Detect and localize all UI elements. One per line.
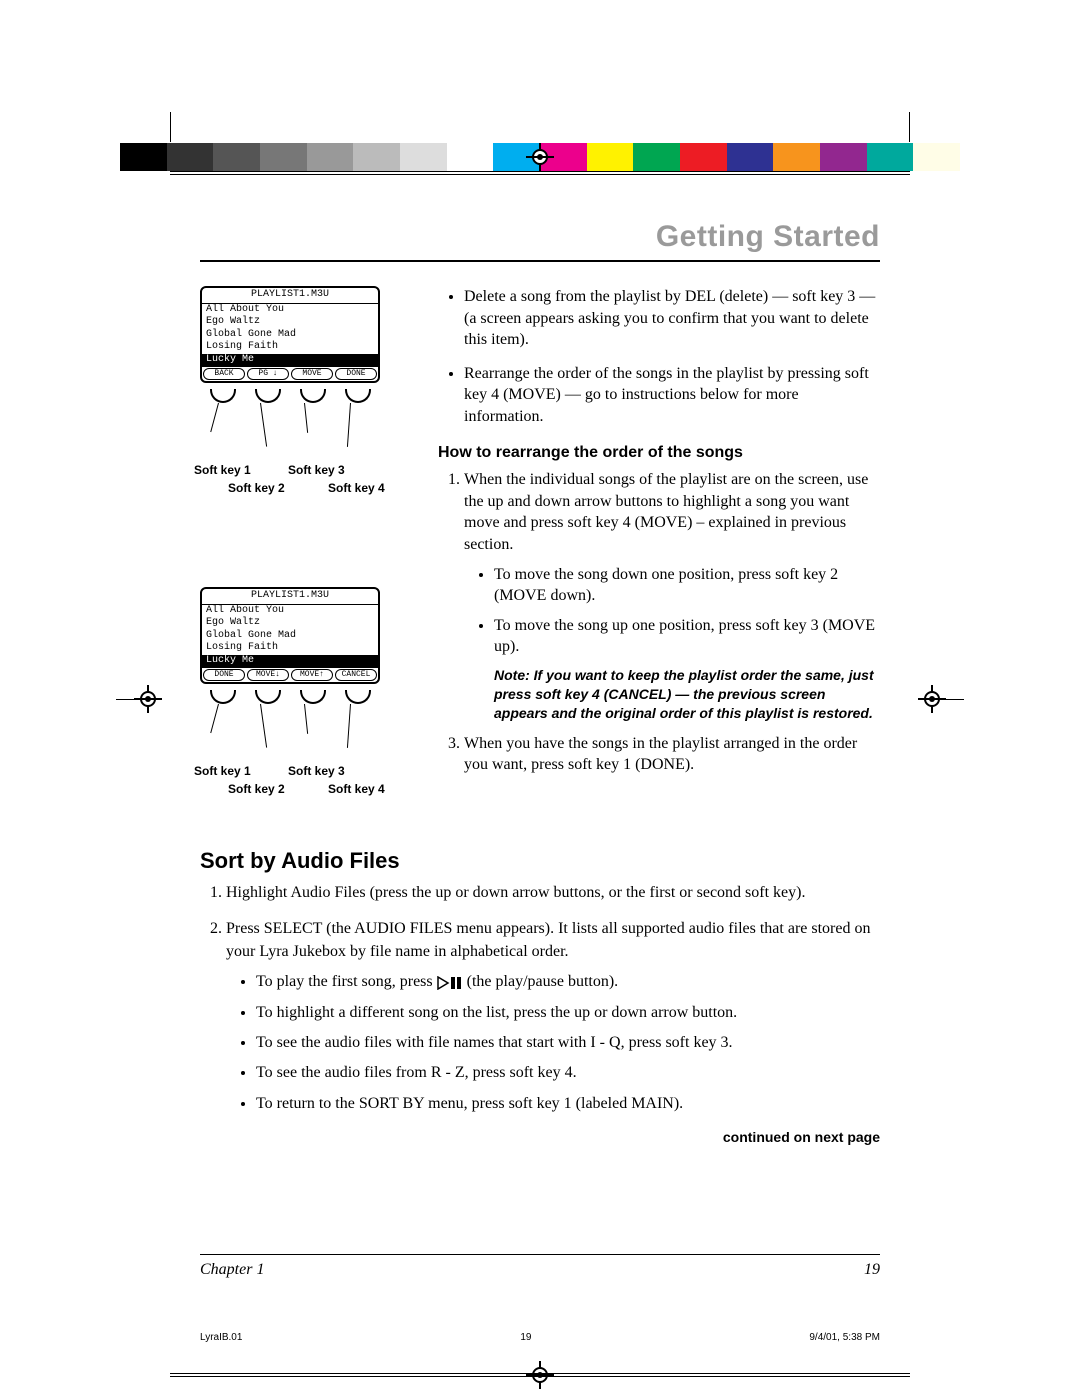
- device-diagram-2: PLAYLIST1.M3U All About YouEgo WaltzGlob…: [200, 587, 380, 788]
- playlist-song: All About You: [202, 304, 378, 317]
- page-content: Getting Started PLAYLIST1.M3U All About …: [200, 220, 880, 1317]
- softkey-label: Soft key 4: [328, 782, 385, 796]
- step-text: When you have the songs in the playlist …: [464, 735, 857, 774]
- rearrange-heading: How to rearrange the order of the songs: [438, 442, 880, 464]
- playlist-song: Losing Faith: [202, 642, 378, 655]
- slug-date: 9/4/01, 5:38 PM: [809, 1332, 880, 1343]
- playlist-song: Global Gone Mad: [202, 630, 378, 643]
- softkey-label: Soft key 1: [194, 764, 251, 778]
- softkey-label: PG ↓: [247, 368, 289, 380]
- softkey-label: MOVE↑: [291, 669, 333, 681]
- softkey-label: DONE: [203, 669, 245, 681]
- note-text: Note: If you want to keep the playlist o…: [494, 666, 880, 723]
- step-text: Highlight Audio Files (press the up or d…: [226, 884, 805, 901]
- playlist-song: Lucky Me: [202, 354, 378, 367]
- slug-file: LyraIB.01: [200, 1332, 242, 1343]
- screen-title: PLAYLIST1.M3U: [202, 288, 378, 304]
- registration-mark-icon: [530, 147, 550, 167]
- imposition-slug: LyraIB.01 19 9/4/01, 5:38 PM: [200, 1332, 880, 1343]
- substep-text: To play the first song, press: [256, 973, 437, 990]
- softkey-label: CANCEL: [335, 669, 377, 681]
- step-text: When the individual songs of the playlis…: [464, 471, 868, 553]
- sort-steps: Highlight Audio Files (press the up or d…: [200, 882, 880, 1115]
- softkey-label: BACK: [203, 368, 245, 380]
- chapter-label: Chapter 1: [200, 1261, 264, 1279]
- softkey-label: Soft key 3: [288, 463, 345, 477]
- intro-bullets: Delete a song from the playlist by DEL (…: [438, 286, 880, 428]
- playlist-song: All About You: [202, 605, 378, 618]
- softkey-label: Soft key 2: [228, 782, 285, 796]
- sort-heading: Sort by Audio Files: [200, 848, 880, 874]
- substep-text: To highlight a different song on the lis…: [256, 1004, 737, 1021]
- softkey-label: Soft key 1: [194, 463, 251, 477]
- substep-text: To return to the SORT BY menu, press sof…: [256, 1095, 683, 1112]
- softkey-label: Soft key 4: [328, 481, 385, 495]
- softkey-label: MOVE↓: [247, 669, 289, 681]
- softkey-label: MOVE: [291, 368, 333, 380]
- continued-label: continued on next page: [200, 1129, 880, 1145]
- substep-text: To move the song down one position, pres…: [494, 566, 838, 605]
- page-number: 19: [864, 1261, 880, 1279]
- softkey-label: DONE: [335, 368, 377, 380]
- softkey-label: Soft key 3: [288, 764, 345, 778]
- substep-text: To see the audio files from R - Z, press…: [256, 1064, 577, 1081]
- top-rule: [170, 171, 910, 175]
- page-title: Getting Started: [200, 220, 880, 262]
- playlist-song: Losing Faith: [202, 341, 378, 354]
- playlist-song: Global Gone Mad: [202, 329, 378, 342]
- page-footer: Chapter 1 19: [200, 1254, 880, 1279]
- substep-text: (the play/pause button).: [467, 973, 619, 990]
- bullet-text: Rearrange the order of the songs in the …: [464, 365, 869, 425]
- screen-title: PLAYLIST1.M3U: [202, 589, 378, 605]
- bullet-text: Delete a song from the playlist by DEL (…: [464, 288, 875, 348]
- device-diagram-1: PLAYLIST1.M3U All About YouEgo WaltzGlob…: [200, 286, 380, 487]
- softkey-label: Soft key 2: [228, 481, 285, 495]
- playlist-song: Ego Waltz: [202, 617, 378, 630]
- substep-text: To see the audio files with file names t…: [256, 1034, 733, 1051]
- crop-mark: [909, 112, 910, 142]
- bottom-rule: [170, 1373, 910, 1377]
- play-pause-icon: [437, 976, 463, 990]
- playlist-song: Lucky Me: [202, 655, 378, 668]
- crop-mark: [170, 112, 171, 142]
- substep-text: To move the song up one position, press …: [494, 617, 875, 656]
- crop-mark: [934, 699, 964, 700]
- rearrange-steps: When the individual songs of the playlis…: [438, 469, 880, 776]
- step-text: Press SELECT (the AUDIO FILES menu appea…: [226, 920, 870, 959]
- crop-mark: [116, 699, 146, 700]
- playlist-song: Ego Waltz: [202, 316, 378, 329]
- slug-page: 19: [520, 1332, 531, 1343]
